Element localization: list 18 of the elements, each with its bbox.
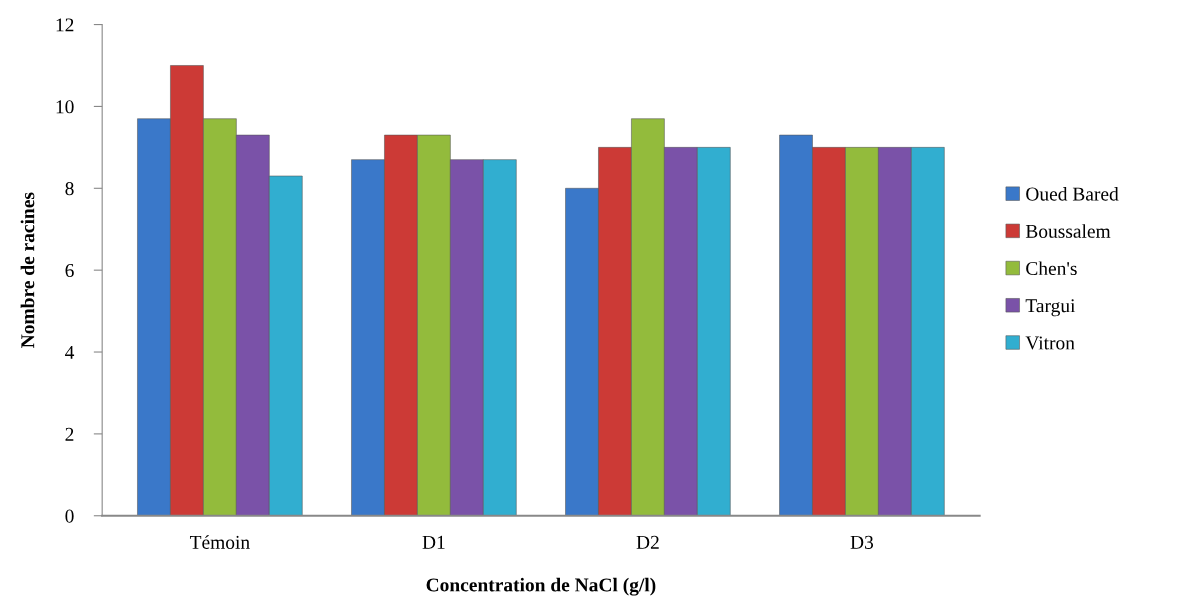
x-tick-label: Témoin xyxy=(189,535,250,549)
x-tick-label: D3 xyxy=(850,535,874,549)
y-tick-label: 2 xyxy=(65,427,74,441)
y-tick-label: 4 xyxy=(65,345,75,359)
y-axis-title: Nombre de racines xyxy=(20,192,35,348)
legend-label: Targui xyxy=(1025,299,1076,317)
y-tick-label: 8 xyxy=(65,182,74,196)
legend-label: Oued Bared xyxy=(1026,186,1119,201)
legend-label: Chen's xyxy=(1026,261,1077,276)
y-tick-label: 0 xyxy=(65,509,74,523)
x-axis-title: Concentration de NaCl (g/l) xyxy=(426,577,656,596)
y-tick-label: 6 xyxy=(65,264,74,278)
legend-label: Vitron xyxy=(1025,336,1075,350)
x-tick-label: D2 xyxy=(636,535,659,549)
y-tick-label: 10 xyxy=(56,100,74,114)
y-tick-label: 12 xyxy=(56,18,74,32)
legend-label: Boussalem xyxy=(1025,224,1111,238)
x-tick-label: D1 xyxy=(422,535,445,549)
